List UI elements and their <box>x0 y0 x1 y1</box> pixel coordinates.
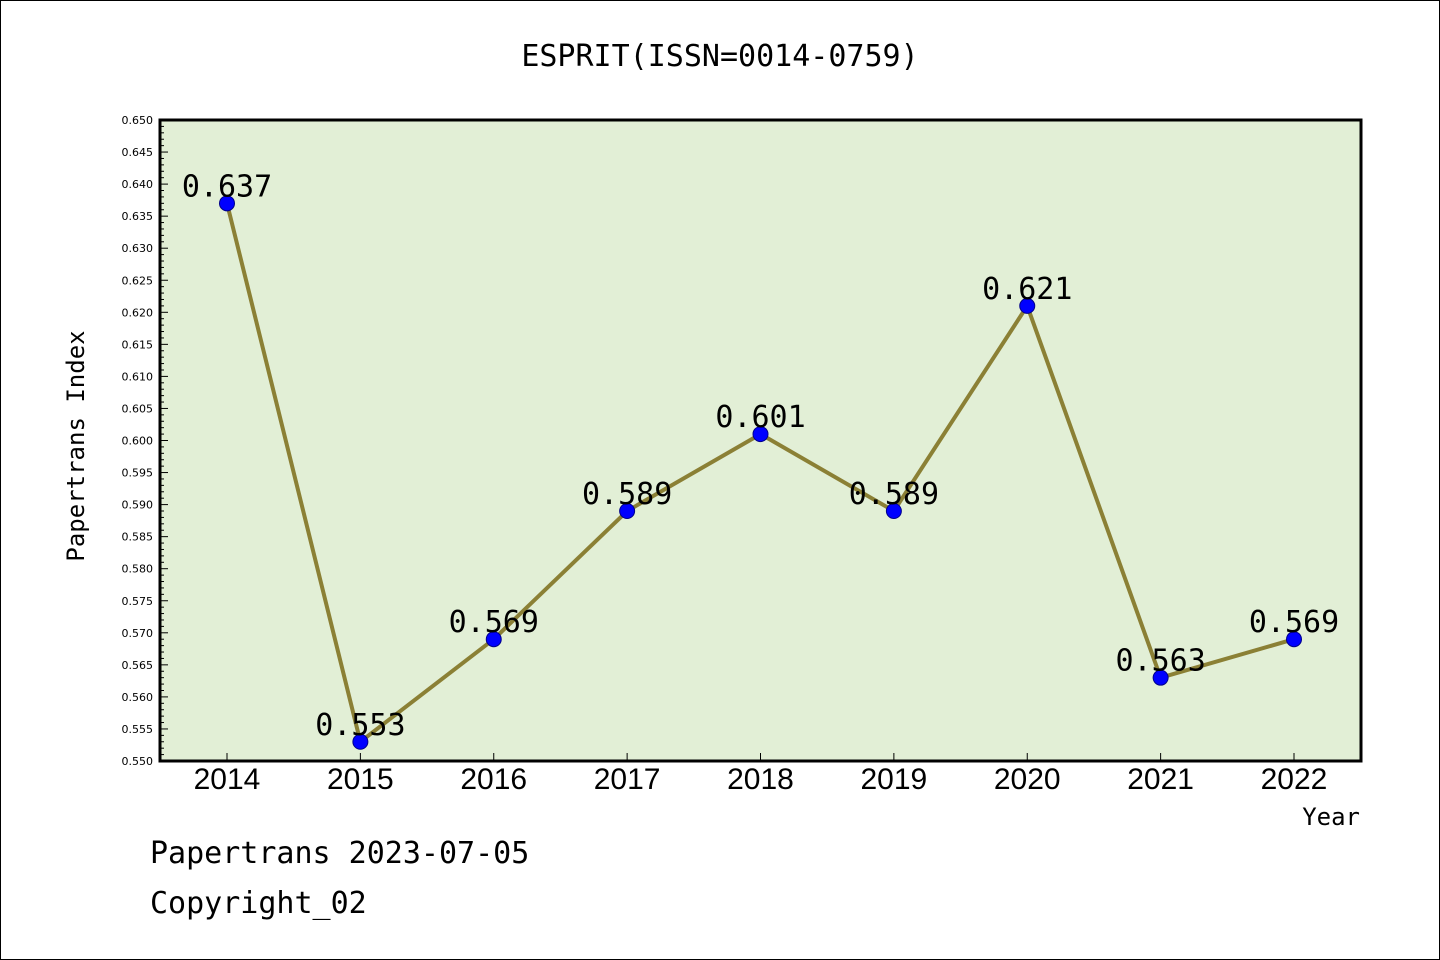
x-tick-label: 2017 <box>594 763 661 796</box>
series-group: 0.637 0.553 0.569 0.589 0.601 0.589 0.621 0.563… <box>182 169 1339 750</box>
data-point <box>1019 297 1036 314</box>
y-tick-label: 0.625 <box>122 274 154 287</box>
data-label: 0.589 <box>582 477 672 512</box>
data-label: 0.569 <box>449 605 539 640</box>
y-tick-label: 0.645 <box>122 146 154 159</box>
data-point <box>1286 631 1302 648</box>
y-tick-label: 0.620 <box>122 306 154 319</box>
x-tick-label: 2016 <box>460 763 527 796</box>
x-axis-label: Year <box>1302 803 1360 831</box>
x-tick-label: 2019 <box>861 763 928 796</box>
data-label: 0.621 <box>982 272 1072 307</box>
data-label: 0.553 <box>315 708 405 743</box>
x-tick-label: 2021 <box>1127 763 1194 796</box>
y-tick-label: 0.640 <box>122 178 154 191</box>
x-tick-label: 2014 <box>194 763 261 796</box>
x-tick-label: 2022 <box>1261 763 1328 796</box>
x-axis-ticks: 2014 2015 2016 2017 2018 2019 2020 2021 2022 <box>194 753 1328 796</box>
data-point <box>219 195 235 212</box>
data-point <box>885 503 902 520</box>
data-point <box>1152 669 1169 686</box>
data-label: 0.569 <box>1249 605 1339 640</box>
y-tick-label: 0.650 <box>122 114 154 127</box>
data-label: 0.601 <box>715 400 805 435</box>
y-tick-label: 0.585 <box>122 531 154 544</box>
data-label: 0.589 <box>849 477 939 512</box>
data-point <box>352 733 369 750</box>
data-label: 0.637 <box>182 169 272 204</box>
y-tick-label: 0.550 <box>122 755 154 768</box>
y-tick-label: 0.630 <box>122 242 154 255</box>
data-point <box>619 503 636 520</box>
y-tick-label: 0.615 <box>122 338 154 351</box>
y-tick-label: 0.580 <box>122 563 154 576</box>
footer-date-line: Papertrans 2023-07-05 <box>150 836 530 871</box>
y-tick-label: 0.560 <box>122 691 154 704</box>
y-axis-ticks: 0.550 0.555 0.560 0.565 0.570 0.575 0.580 0.585… <box>122 114 168 768</box>
y-tick-label: 0.605 <box>122 402 154 415</box>
y-tick-label: 0.600 <box>122 435 154 448</box>
y-tick-label: 0.555 <box>122 723 154 736</box>
y-tick-label: 0.635 <box>122 210 154 223</box>
footer-copyright: Copyright_02 <box>150 886 367 921</box>
y-tick-label: 0.570 <box>122 627 154 640</box>
y-axis-label: Papertrans Index <box>62 330 90 561</box>
y-tick-label: 0.610 <box>122 370 154 383</box>
chart-title: ESPRIT(ISSN=0014-0759) <box>521 39 918 74</box>
data-point <box>752 426 769 443</box>
data-point <box>485 631 502 648</box>
x-tick-label: 2020 <box>994 763 1061 796</box>
y-tick-label: 0.575 <box>122 595 154 608</box>
x-tick-label: 2015 <box>327 763 394 796</box>
y-tick-label: 0.590 <box>122 499 154 512</box>
y-tick-label: 0.595 <box>122 467 154 480</box>
data-label: 0.563 <box>1115 644 1205 679</box>
y-tick-label: 0.565 <box>122 659 154 672</box>
x-tick-label: 2018 <box>727 763 794 796</box>
